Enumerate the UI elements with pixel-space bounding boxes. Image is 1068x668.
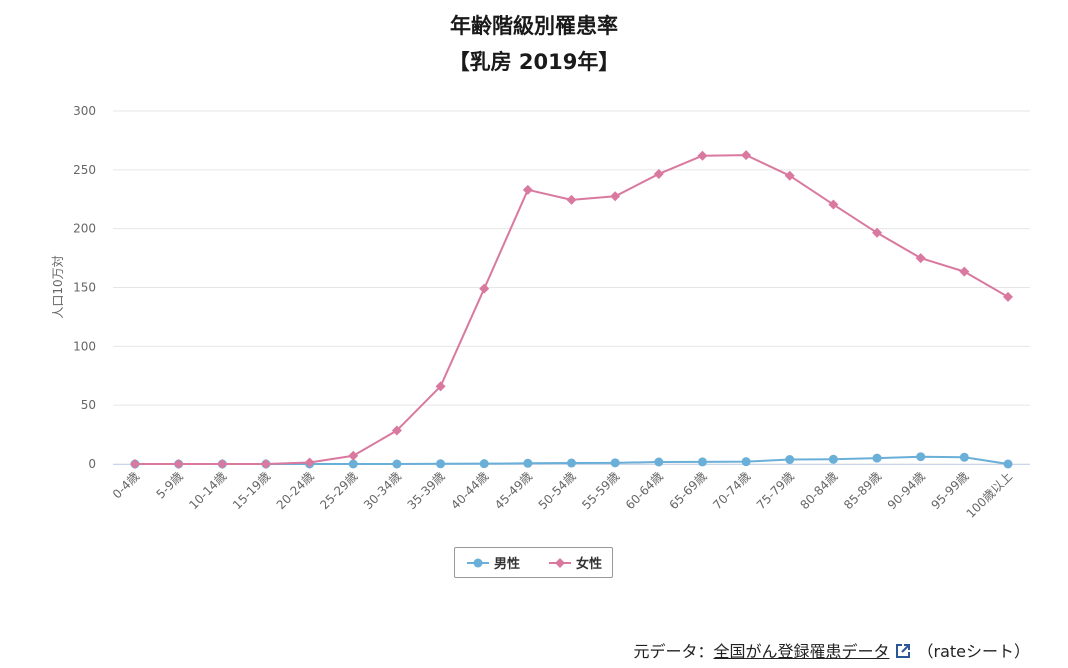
data-source: 元データ：全国がん登録罹患データ （rateシート） (633, 638, 1030, 663)
x-tick-label: 0-4歳 (110, 469, 142, 501)
data-point[interactable] (523, 458, 533, 468)
y-axis-ticks: 0 50 100 150 200 250 300 (73, 104, 96, 471)
data-point[interactable] (785, 455, 795, 465)
chart-subtitle: 【乳房 2019年】 (448, 50, 620, 74)
x-tick-label: 65-69歳 (667, 469, 710, 512)
data-point[interactable] (741, 457, 751, 467)
x-tick-label: 30-34歳 (361, 469, 404, 512)
legend-item-female[interactable]: 女性 (549, 548, 602, 577)
data-point[interactable] (784, 170, 795, 181)
x-tick-label: 100歳以上 (964, 469, 1016, 521)
y-tick-label: 100 (73, 339, 96, 353)
x-tick-label: 25-29歳 (317, 469, 360, 512)
data-point[interactable] (566, 194, 577, 205)
x-tick-label: 90-94歳 (885, 469, 928, 512)
data-point[interactable] (567, 458, 576, 468)
data-point[interactable] (1003, 459, 1013, 469)
x-tick-label: 55-59歳 (579, 469, 622, 512)
data-point[interactable] (173, 459, 184, 469)
x-tick-label: 80-84歳 (797, 469, 840, 512)
source-suffix: （rateシート） (917, 642, 1030, 661)
y-tick-label: 0 (88, 457, 96, 471)
x-tick-label: 70-74歳 (710, 469, 753, 512)
data-point[interactable] (697, 150, 708, 161)
data-point[interactable] (479, 283, 490, 294)
data-point[interactable] (872, 453, 882, 463)
data-point[interactable] (479, 459, 489, 469)
data-point[interactable] (610, 191, 621, 202)
legend-marker-male (467, 558, 489, 567)
x-tick-label: 85-89歳 (841, 469, 884, 512)
x-tick-label: 45-49歳 (492, 469, 535, 512)
series-group (130, 150, 1013, 469)
data-point[interactable] (828, 454, 838, 464)
data-point[interactable] (392, 459, 402, 469)
data-point[interactable] (522, 184, 533, 195)
data-point[interactable] (217, 459, 228, 469)
data-point[interactable] (653, 168, 664, 179)
data-point[interactable] (915, 253, 926, 264)
data-point[interactable] (348, 450, 359, 461)
data-point[interactable] (436, 459, 446, 469)
y-tick-label: 200 (73, 222, 96, 236)
data-point[interactable] (260, 459, 271, 469)
source-link[interactable]: 全国がん登録罹患データ (713, 642, 890, 661)
legend: 男性 女性 (454, 547, 613, 578)
series-male (130, 452, 1013, 469)
y-tick-label: 150 (73, 281, 96, 295)
grid-lines (113, 110, 1030, 465)
data-point[interactable] (916, 452, 926, 462)
data-point[interactable] (304, 457, 315, 468)
y-tick-label: 300 (73, 104, 96, 118)
x-tick-label: 5-9歳 (154, 469, 186, 501)
x-tick-label: 95-99歳 (928, 469, 971, 512)
data-point[interactable] (130, 459, 140, 469)
data-point[interactable] (697, 457, 707, 467)
source-prefix: 元データ： (633, 642, 714, 661)
y-tick-label: 50 (81, 398, 96, 412)
x-tick-label: 50-54歳 (536, 469, 579, 512)
legend-item-male[interactable]: 男性 (467, 548, 520, 577)
chart-title: 年齢階級別罹患率 (450, 14, 618, 38)
y-tick-label: 250 (73, 163, 96, 177)
data-point[interactable] (872, 227, 883, 238)
y-axis-title: 人口10万対 (51, 255, 65, 318)
legend-marker-female (549, 557, 571, 568)
x-tick-label: 15-19歳 (230, 469, 273, 512)
x-axis-ticks: 0-4歳 5-9歳 10-14歳 15-19歳 20-24歳 25-29歳 30-34歳 35… (110, 469, 1015, 521)
data-point[interactable] (348, 459, 358, 469)
x-tick-label: 60-64歳 (623, 469, 666, 512)
external-link-icon[interactable] (895, 643, 911, 663)
data-point[interactable] (435, 381, 446, 392)
x-tick-label: 20-24歳 (274, 469, 317, 512)
data-point[interactable] (741, 150, 752, 161)
data-point[interactable] (654, 457, 664, 467)
data-point[interactable] (959, 266, 970, 277)
x-tick-label: 35-39歳 (405, 469, 448, 512)
x-tick-label: 10-14歳 (186, 469, 229, 512)
data-point[interactable] (1003, 291, 1013, 302)
legend-label-female: 女性 (576, 557, 603, 572)
legend-label-male: 男性 (494, 557, 521, 572)
x-tick-label: 40-44歳 (448, 469, 491, 512)
data-point[interactable] (959, 452, 969, 462)
data-point[interactable] (391, 425, 402, 436)
x-tick-label: 75-79歳 (754, 469, 797, 512)
data-point[interactable] (610, 458, 620, 468)
series-female (130, 150, 1013, 469)
data-point[interactable] (828, 199, 839, 210)
